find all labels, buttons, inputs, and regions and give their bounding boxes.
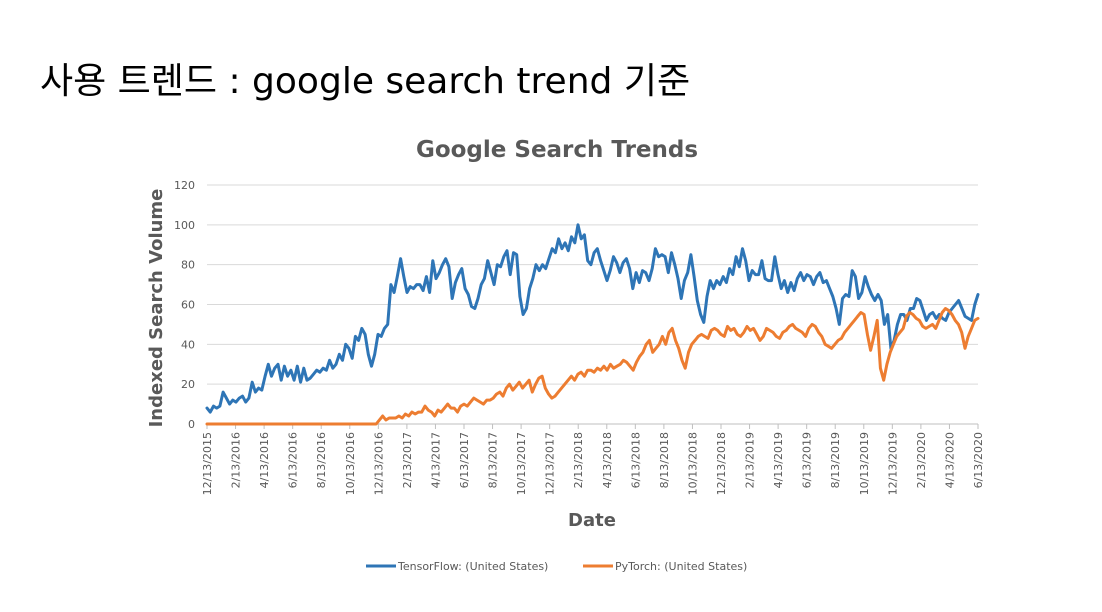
- x-tick-label: 4/13/2018: [601, 432, 614, 488]
- x-tick-label: 4/13/2020: [943, 432, 956, 488]
- y-tick-label: 0: [188, 418, 195, 431]
- y-tick-label: 100: [174, 219, 195, 232]
- legend-label: PyTorch: (United States): [615, 560, 747, 573]
- x-tick-label: 2/13/2016: [230, 432, 243, 488]
- x-tick-label: 6/13/2020: [972, 432, 985, 488]
- x-tick-label: 2/13/2020: [915, 432, 928, 488]
- x-tick-label: 4/13/2017: [429, 432, 442, 488]
- legend-label: TensorFlow: (United States): [397, 560, 548, 573]
- x-tick-label: 4/13/2016: [258, 432, 271, 488]
- slide-title: 사용 트렌드 : google search trend 기준: [40, 61, 691, 102]
- x-tick-label: 10/13/2019: [858, 432, 871, 495]
- x-tick-label: 8/13/2016: [315, 432, 328, 488]
- x-axis-ticks: 12/13/2015 2/13/2016 4/13/2016 6/13/2016 8/1…: [201, 424, 985, 495]
- x-tick-label: 12/13/2017: [544, 432, 557, 495]
- x-tick-label: 8/13/2018: [658, 432, 671, 488]
- x-tick-label: 2/13/2019: [744, 432, 757, 488]
- x-tick-label: 12/13/2016: [372, 432, 385, 495]
- x-tick-label: 6/13/2019: [801, 432, 814, 488]
- y-tick-label: 20: [181, 378, 195, 391]
- y-tick-label: 120: [174, 179, 195, 192]
- x-tick-label: 10/13/2017: [515, 432, 528, 495]
- x-tick-label: 8/13/2019: [829, 432, 842, 488]
- x-axis-title: Date: [568, 510, 616, 531]
- x-tick-label: 4/13/2019: [772, 432, 785, 488]
- series-line-pytorch: [205, 307, 980, 426]
- y-axis-title: Indexed Search Volume: [146, 189, 167, 428]
- x-tick-label: 10/13/2018: [686, 432, 699, 495]
- x-tick-label: 2/13/2018: [572, 432, 585, 488]
- x-tick-label: 12/13/2018: [715, 432, 728, 495]
- x-tick-label: 12/13/2015: [201, 432, 214, 495]
- series-line-tensorflow: [205, 223, 980, 414]
- y-axis-ticks: 0 20 40 60 80 100 120: [174, 179, 195, 431]
- x-tick-label: 6/13/2017: [458, 432, 471, 488]
- y-tick-label: 40: [181, 338, 195, 351]
- y-tick-label: 60: [181, 299, 195, 312]
- series-lines: [205, 223, 980, 426]
- x-tick-label: 6/13/2016: [287, 432, 300, 488]
- legend: TensorFlow: (United States) PyTorch: (Uni…: [366, 560, 747, 573]
- x-tick-label: 8/13/2017: [487, 432, 500, 488]
- y-tick-label: 80: [181, 259, 195, 272]
- chart-title: Google Search Trends: [416, 137, 698, 163]
- gridlines: [207, 184, 978, 425]
- x-tick-label: 10/13/2016: [344, 432, 357, 495]
- x-tick-label: 12/13/2019: [886, 432, 899, 495]
- x-tick-label: 6/13/2018: [629, 432, 642, 488]
- x-tick-label: 2/13/2017: [401, 432, 414, 488]
